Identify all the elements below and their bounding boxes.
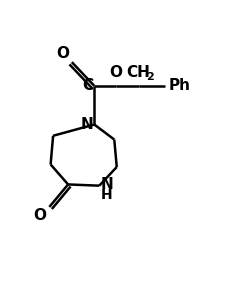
Text: O: O xyxy=(108,65,122,79)
Text: O: O xyxy=(56,46,68,61)
Text: N: N xyxy=(100,177,113,192)
Text: Ph: Ph xyxy=(168,78,190,93)
Text: C: C xyxy=(82,78,93,93)
Text: N: N xyxy=(80,117,93,132)
Text: 2: 2 xyxy=(146,72,153,82)
Text: H: H xyxy=(100,188,112,202)
Text: CH: CH xyxy=(126,65,149,79)
Text: O: O xyxy=(33,208,46,223)
